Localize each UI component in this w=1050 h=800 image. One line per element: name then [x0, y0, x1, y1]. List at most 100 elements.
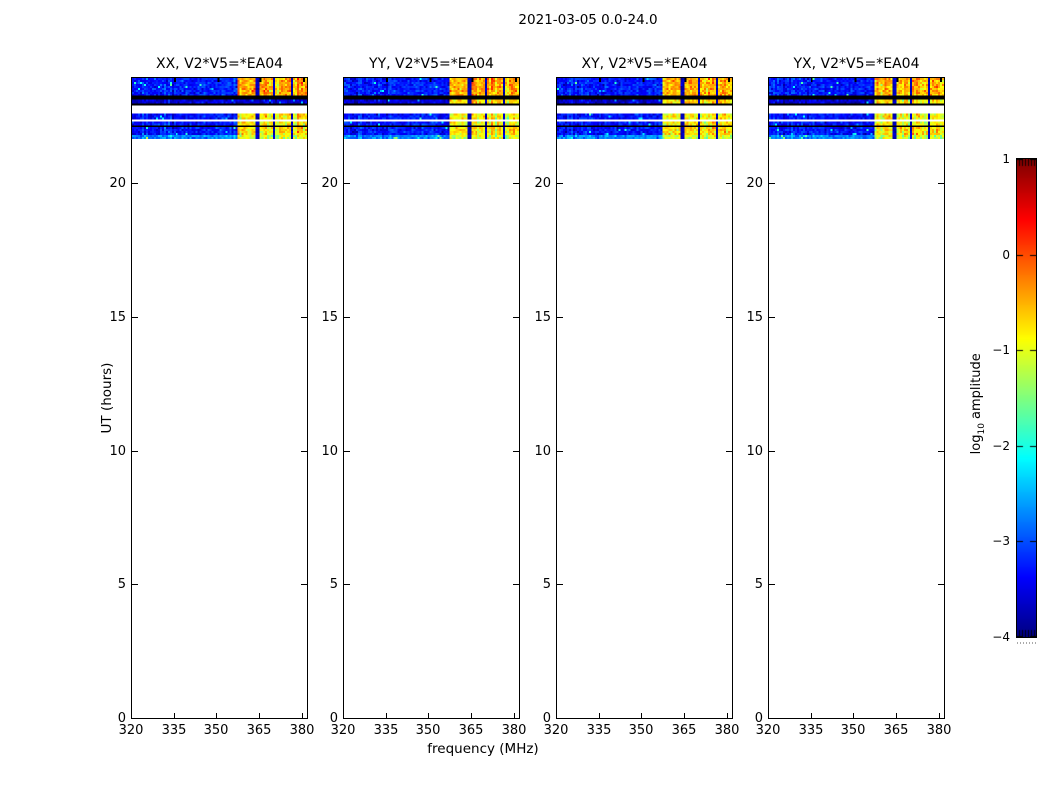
y-tick-label: 0 — [754, 711, 763, 726]
colorbar-tick-label: −1 — [992, 343, 1010, 357]
x-tick-label: 320 — [330, 723, 356, 738]
colorbar-label: log10 amplitude — [969, 339, 987, 469]
y-tick — [513, 584, 519, 585]
panel-title: XX, V2*V5=*EA04 — [155, 56, 284, 72]
y-tick — [344, 718, 350, 719]
y-tick-label: 0 — [329, 711, 338, 726]
y-tick — [344, 584, 350, 585]
y-tick-label: 15 — [746, 310, 763, 325]
y-tick-label: 10 — [109, 444, 126, 459]
figure-title: 2021-03-05 0.0-24.0 — [518, 12, 658, 28]
y-tick — [132, 584, 138, 585]
colorbar-extend-dots — [1017, 642, 1036, 644]
y-tick-label: 0 — [117, 711, 126, 726]
x-tick-label: 320 — [118, 723, 144, 738]
y-axis-label: UT (hours) — [99, 362, 115, 434]
colorbar — [1016, 158, 1037, 638]
y-tick — [769, 317, 775, 318]
x-tick-label: 335 — [798, 723, 824, 738]
y-tick-label: 15 — [321, 310, 338, 325]
x-tick-label: 350 — [628, 723, 654, 738]
y-tick-label: 5 — [329, 577, 338, 592]
y-tick — [557, 183, 563, 184]
y-tick — [344, 183, 350, 184]
y-tick — [726, 317, 732, 318]
y-tick — [557, 718, 563, 719]
x-tick — [514, 713, 515, 718]
panel-title: YX, V2*V5=*EA04 — [793, 56, 920, 72]
y-tick — [301, 584, 307, 585]
x-tick — [599, 713, 600, 718]
x-tick — [853, 713, 854, 718]
y-tick — [938, 317, 944, 318]
x-tick — [302, 713, 303, 718]
spectrogram-image — [344, 78, 519, 141]
y-tick-label: 15 — [534, 310, 551, 325]
y-tick-label: 10 — [534, 444, 551, 459]
x-tick — [684, 713, 685, 718]
y-tick-label: 0 — [542, 711, 551, 726]
spectrogram-image — [769, 78, 944, 141]
y-tick — [513, 183, 519, 184]
spectrogram-image — [557, 78, 732, 141]
y-tick — [344, 317, 350, 318]
x-tick-label: 365 — [883, 723, 909, 738]
y-tick — [557, 317, 563, 318]
colorbar-tick-label: −4 — [992, 630, 1010, 644]
x-tick-label: 320 — [755, 723, 781, 738]
colorbar-gradient — [1017, 159, 1036, 637]
x-tick — [216, 713, 217, 718]
y-tick — [301, 183, 307, 184]
colorbar-tick-label: 0 — [1002, 248, 1010, 262]
spectrogram-image — [132, 78, 307, 141]
x-tick — [471, 713, 472, 718]
y-tick-label: 20 — [109, 176, 126, 191]
y-tick-label: 20 — [746, 176, 763, 191]
x-tick-label: 380 — [926, 723, 952, 738]
spectrogram-panel — [343, 77, 520, 719]
spectrogram-panel — [556, 77, 733, 719]
x-tick — [641, 713, 642, 718]
y-tick — [726, 584, 732, 585]
y-tick — [513, 317, 519, 318]
x-tick — [174, 713, 175, 718]
x-tick-label: 335 — [373, 723, 399, 738]
x-tick-label: 380 — [501, 723, 527, 738]
y-tick — [344, 451, 350, 452]
y-tick — [557, 584, 563, 585]
y-tick — [301, 451, 307, 452]
y-tick — [726, 183, 732, 184]
y-tick — [726, 451, 732, 452]
y-tick — [769, 584, 775, 585]
x-tick — [896, 713, 897, 718]
y-tick — [726, 718, 732, 719]
x-tick-label: 380 — [714, 723, 740, 738]
y-tick — [301, 718, 307, 719]
x-axis-label: frequency (MHz) — [427, 741, 539, 757]
colorbar-tick-label: 1 — [1002, 152, 1010, 166]
y-tick — [938, 584, 944, 585]
x-tick-label: 350 — [840, 723, 866, 738]
x-tick — [259, 713, 260, 718]
spectrogram-panel — [768, 77, 945, 719]
panel-title: YY, V2*V5=*EA04 — [369, 56, 494, 72]
y-tick — [513, 451, 519, 452]
x-tick — [939, 713, 940, 718]
colorbar-label-sub: 10 — [976, 423, 987, 435]
panel-title: XY, V2*V5=*EA04 — [581, 56, 708, 72]
y-tick-label: 5 — [117, 577, 126, 592]
y-tick — [557, 451, 563, 452]
y-tick — [938, 451, 944, 452]
y-tick-label: 20 — [321, 176, 338, 191]
x-tick — [386, 713, 387, 718]
x-tick-label: 320 — [543, 723, 569, 738]
y-tick — [938, 718, 944, 719]
y-tick-label: 20 — [534, 176, 551, 191]
y-tick-label: 10 — [321, 444, 338, 459]
x-tick — [428, 713, 429, 718]
y-tick-label: 10 — [746, 444, 763, 459]
y-tick — [132, 718, 138, 719]
spectrogram-panel — [131, 77, 308, 719]
x-tick-label: 365 — [458, 723, 484, 738]
